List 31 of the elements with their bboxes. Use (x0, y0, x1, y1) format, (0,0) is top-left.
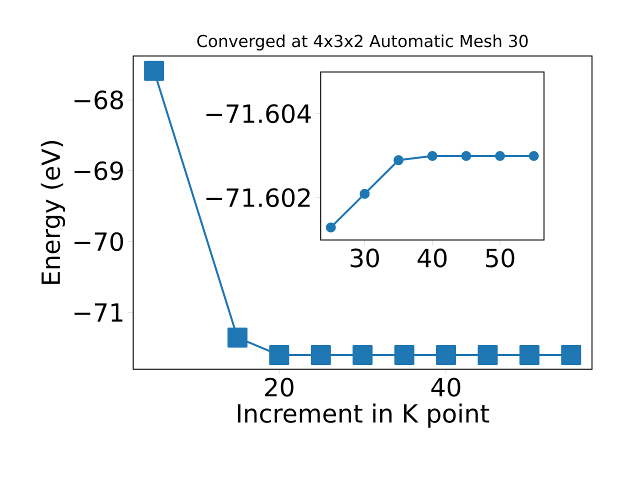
point (310, 345, 331, 366)
y-tick-label: −71.602 (206, 188, 310, 208)
point (144, 60, 164, 81)
x-tick-label: 40 (431, 378, 460, 397)
x-tick-label: 20 (265, 378, 294, 397)
point (478, 345, 498, 366)
y-tick-label: −70 (74, 232, 124, 252)
point (352, 345, 373, 366)
y-tick-label: −71 (74, 303, 122, 322)
x-axis-title: Increment in K point (238, 404, 490, 428)
x-tick-label: 50 (486, 248, 514, 268)
point (561, 345, 582, 366)
x-tick-label: 40 (418, 248, 447, 268)
y-tick-label: −68 (74, 90, 123, 110)
y-tick-label: −69 (74, 161, 123, 180)
point (326, 222, 336, 232)
point (519, 345, 540, 366)
point (360, 188, 370, 199)
point (528, 151, 539, 162)
y-axis-title: Energy (eV) (40, 141, 66, 284)
point (394, 345, 414, 366)
point (227, 328, 248, 348)
point (269, 345, 290, 366)
point (495, 151, 506, 162)
point (427, 151, 438, 162)
x-tick-label: 30 (350, 248, 379, 268)
point (461, 151, 472, 162)
y-tick-label: −71.604 (206, 104, 311, 124)
chart-title: Converged at 4x3x2 Automatic Mesh 30 (197, 34, 528, 50)
point (436, 345, 456, 366)
point (394, 155, 404, 166)
